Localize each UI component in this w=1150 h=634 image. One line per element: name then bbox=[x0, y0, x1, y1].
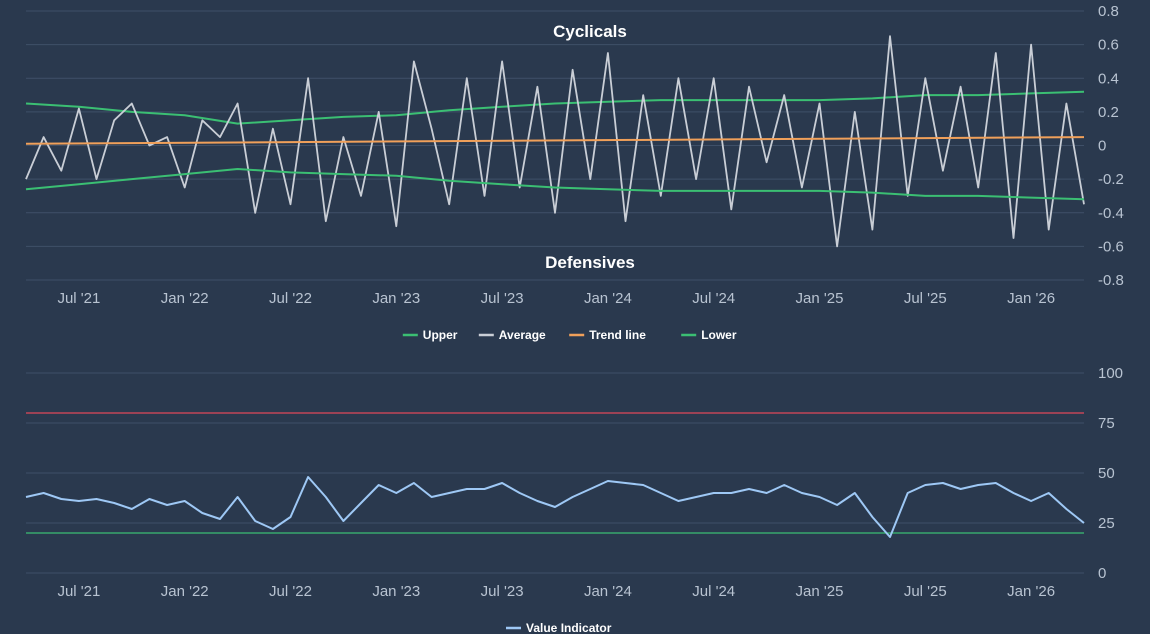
top-x-tick-label: Jan '23 bbox=[372, 290, 420, 307]
bottom-y-tick-label: 0 bbox=[1098, 565, 1106, 582]
top-x-tick-label: Jul '24 bbox=[692, 290, 735, 307]
bottom-chart-legend: Value Indicator bbox=[506, 621, 612, 634]
bottom-x-tick-label: Jul '22 bbox=[269, 583, 312, 600]
top-y-tick-label: -0.4 bbox=[1098, 205, 1124, 222]
legend-label-average: Average bbox=[499, 328, 546, 342]
top-series-average bbox=[25, 35, 1085, 248]
bottom-x-tick-label: Jul '21 bbox=[57, 583, 100, 600]
top-chart-legend: Upper Average Trend line Lower bbox=[402, 328, 737, 342]
bottom-x-tick-label: Jan '22 bbox=[161, 583, 209, 600]
legend-label-value_indicator: Value Indicator bbox=[526, 621, 612, 634]
top-y-tick-label: -0.6 bbox=[1098, 238, 1124, 255]
bottom-x-tick-label: Jul '24 bbox=[692, 583, 735, 600]
top-series-lower bbox=[25, 168, 1085, 201]
top-y-tick-label: 0.2 bbox=[1098, 104, 1119, 121]
top-x-tick-label: Jan '22 bbox=[161, 290, 209, 307]
top-x-tick-label: Jul '23 bbox=[481, 290, 524, 307]
top-series-upper bbox=[25, 90, 1085, 125]
legend-label-lower: Lower bbox=[701, 328, 737, 342]
top-y-tick-label: -0.8 bbox=[1098, 272, 1124, 289]
top-chart-grid: 0.8 0.6 0.4 0.2 0 -0.2 -0.4 -0.6 -0.8 Jul '21 Jan … bbox=[26, 3, 1124, 307]
legend-label-upper: Upper bbox=[423, 328, 458, 342]
top-y-tick-label: 0.6 bbox=[1098, 37, 1119, 54]
top-y-tick-label: -0.2 bbox=[1098, 171, 1124, 188]
bottom-x-tick-label: Jul '25 bbox=[904, 583, 947, 600]
top-x-tick-label: Jan '26 bbox=[1007, 290, 1055, 307]
annotation-cyclicals: Cyclicals bbox=[553, 22, 627, 41]
bottom-y-tick-label: 25 bbox=[1098, 515, 1115, 532]
bottom-chart-series bbox=[25, 412, 1085, 538]
bottom-x-tick-label: Jul '23 bbox=[481, 583, 524, 600]
top-y-tick-label: 0.4 bbox=[1098, 70, 1119, 87]
bottom-x-tick-label: Jan '23 bbox=[372, 583, 420, 600]
bottom-x-tick-label: Jan '25 bbox=[796, 583, 844, 600]
top-series-trend bbox=[25, 136, 1085, 145]
bottom-y-tick-label: 50 bbox=[1098, 465, 1115, 482]
bottom-x-tick-label: Jan '24 bbox=[584, 583, 632, 600]
top-chart-series bbox=[25, 35, 1085, 248]
legend-label-trend: Trend line bbox=[589, 328, 646, 342]
bottom-y-tick-label: 75 bbox=[1098, 415, 1115, 432]
top-y-tick-label: 0.8 bbox=[1098, 3, 1119, 20]
top-x-tick-label: Jul '22 bbox=[269, 290, 312, 307]
top-y-tick-label: 0 bbox=[1098, 138, 1106, 155]
bottom-series-value_indicator bbox=[25, 476, 1085, 538]
bottom-chart-grid: 100 75 50 25 0 Jul '21 Jan '22 Jul '22 Jan '23 Ju… bbox=[26, 365, 1123, 600]
annotation-defensives: Defensives bbox=[545, 253, 635, 272]
top-x-tick-label: Jul '21 bbox=[57, 290, 100, 307]
top-x-tick-label: Jul '25 bbox=[904, 290, 947, 307]
bottom-x-tick-label: Jan '26 bbox=[1007, 583, 1055, 600]
top-x-tick-label: Jan '25 bbox=[796, 290, 844, 307]
bottom-y-tick-label: 100 bbox=[1098, 365, 1123, 382]
top-x-tick-label: Jan '24 bbox=[584, 290, 632, 307]
